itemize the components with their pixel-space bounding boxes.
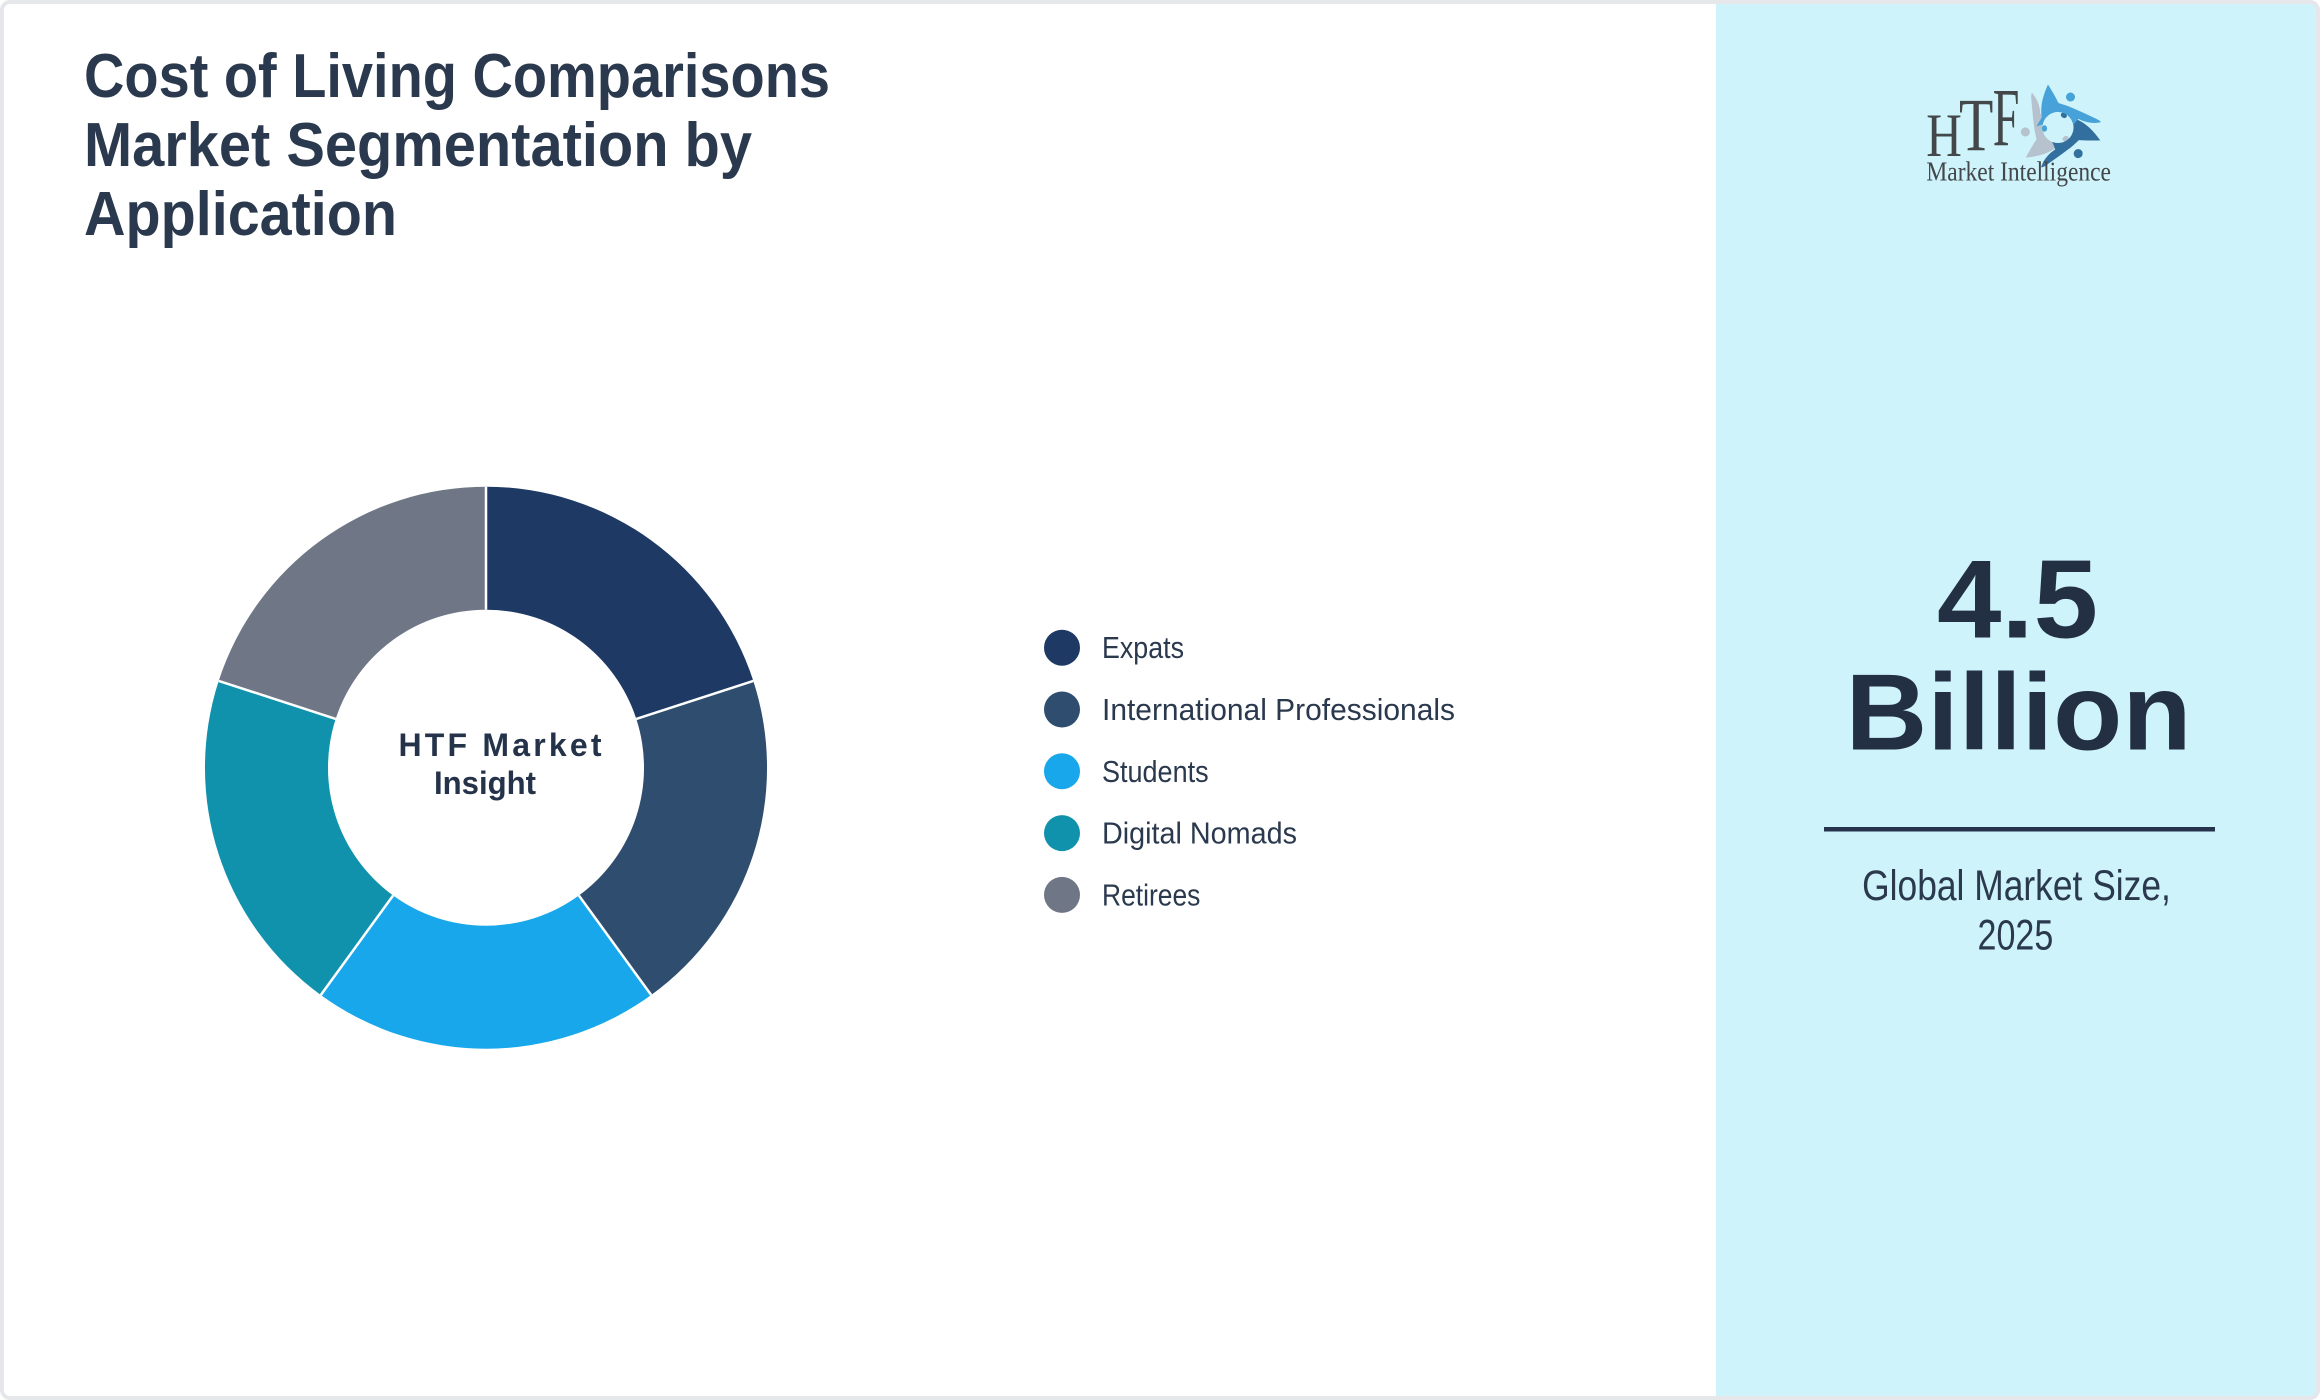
svg-text:4.5: 4.5 [1937, 538, 2098, 662]
svg-text:Cost of Living Comparisons: Cost of Living Comparisons [84, 42, 830, 111]
svg-text:2025: 2025 [1978, 912, 2054, 960]
svg-text:Students: Students [1102, 754, 1209, 789]
svg-text:Expats: Expats [1102, 630, 1184, 665]
svg-text:International Professionals: International Professionals [1102, 692, 1455, 727]
svg-text:Billion: Billion [1846, 652, 2192, 774]
svg-text:Market Segmentation by: Market Segmentation by [84, 111, 752, 180]
svg-text:HTF Market: HTF Market [399, 727, 602, 763]
svg-text:Application: Application [84, 180, 397, 249]
svg-text:F: F [1993, 72, 2020, 164]
svg-text:T: T [1959, 84, 1993, 167]
svg-text:H: H [1926, 103, 1962, 170]
svg-text:Market Intelligence: Market Intelligence [1926, 157, 2111, 187]
svg-text:Retirees: Retirees [1102, 877, 1200, 912]
svg-text:Insight: Insight [434, 765, 536, 801]
svg-text:Global Market Size,: Global Market Size, [1862, 862, 2171, 910]
svg-text:Digital Nomads: Digital Nomads [1102, 816, 1297, 851]
